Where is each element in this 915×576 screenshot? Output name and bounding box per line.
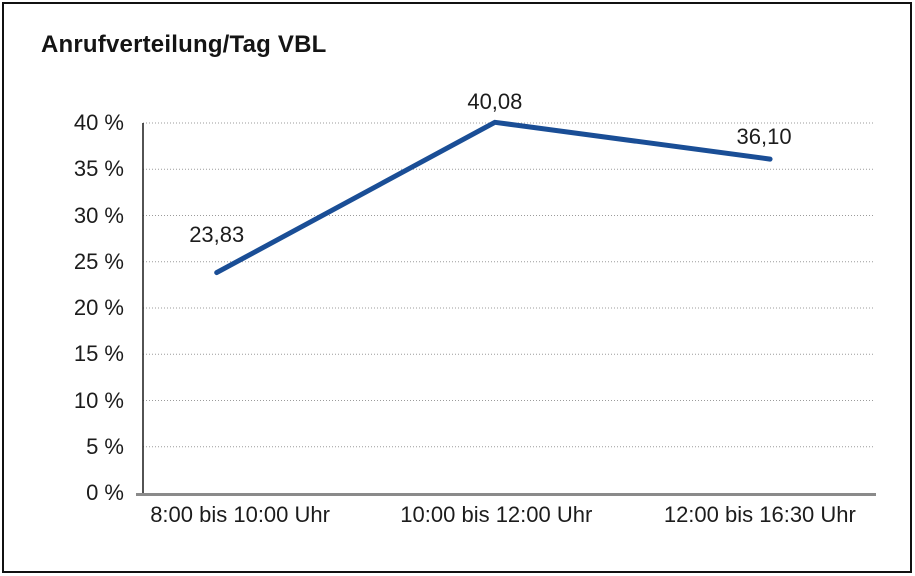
y-axis-tick-label: 5 % — [86, 433, 124, 459]
x-axis-tick-label: 8:00 bis 10:00 Uhr — [150, 502, 330, 527]
y-axis-tick-label: 15 % — [73, 341, 124, 367]
data-point-label: 40,08 — [467, 89, 523, 115]
data-point-label: 23,83 — [189, 221, 245, 247]
y-axis-tick-label: 0 % — [86, 480, 124, 505]
x-axis-tick-label: 12:00 bis 16:30 Uhr — [663, 502, 856, 527]
data-series-line — [214, 119, 773, 276]
y-axis-tick-label: 40 % — [73, 110, 124, 135]
y-axis-tick-label: 25 % — [73, 248, 124, 274]
data-point-label: 36,10 — [736, 124, 792, 150]
y-axis-tick-label: 35 % — [73, 156, 124, 182]
chart-title: Anrufverteilung/Tag VBL — [41, 31, 327, 58]
y-axis-tick-label: 30 % — [73, 202, 124, 228]
gridlines-group — [143, 122, 873, 448]
y-axis-tick-label: 20 % — [73, 295, 124, 320]
axes-group — [136, 123, 876, 496]
data-line-group — [214, 119, 773, 276]
y-axis-tick-label: 10 % — [73, 387, 124, 413]
x-axis-tick-label: 10:00 bis 12:00 Uhr — [400, 502, 593, 527]
